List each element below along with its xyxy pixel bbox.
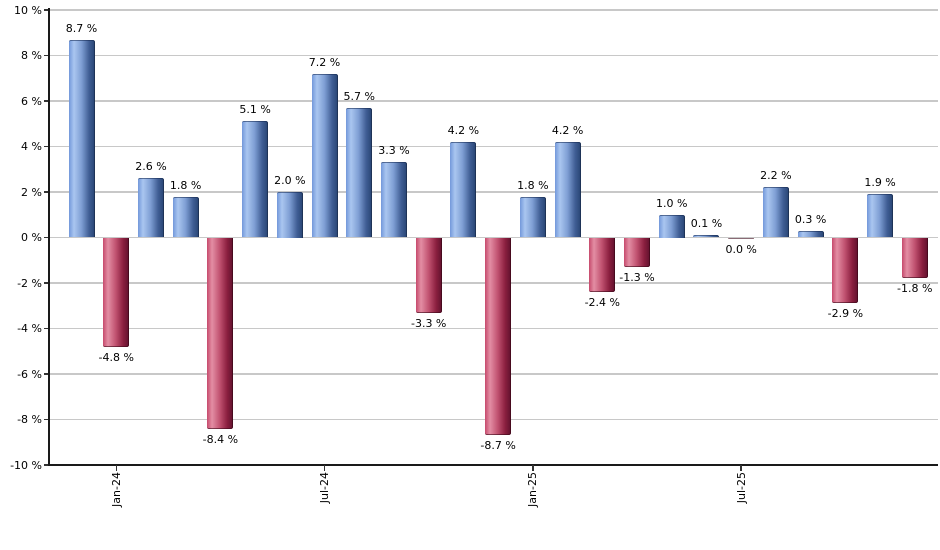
y-axis-tick-label: -10 % [10,458,42,472]
y-axis-tick-label: 10 % [14,3,42,17]
y-axis-tick [44,54,49,57]
bar-value-label: 7.2 % [308,55,341,69]
y-axis-tick [44,418,49,421]
x-axis-tick-label: Jan-25 [526,472,540,507]
y-axis-tick-label: 4 % [21,140,42,153]
y-gridline [49,54,938,57]
bar-negative [901,237,928,279]
x-axis-tick-label: Jul-24 [318,472,332,504]
bar-positive [658,214,685,238]
bar-negative [415,237,442,313]
x-axis-tick-label: Jul-25 [734,472,748,504]
bar-value-label: -8.7 % [480,439,516,453]
bar-value-label: 2.0 % [274,174,306,187]
bar-negative [832,237,859,304]
y-axis-tick [44,145,49,148]
bar-value-label: 2.2 % [760,169,792,183]
bar-value-label: 1.8 % [169,178,202,192]
bar-value-label: -1.8 % [897,282,933,296]
bar-positive [380,162,407,238]
bar-positive [554,141,581,238]
y-axis-tick [44,100,49,102]
bar-value-label: 5.1 % [239,103,271,117]
y-axis-tick [44,236,49,239]
y-axis-tick-label: 6 % [21,94,42,108]
bar-positive [346,107,373,238]
bar-positive [311,73,338,238]
y-axis-line [48,8,50,466]
y-axis-tick [44,191,49,193]
y-axis-tick [44,327,49,330]
bar-positive [276,192,303,238]
bar-positive [867,194,894,238]
bar-value-label: 0.3 % [794,212,827,226]
bar-value-label: -1.3 % [619,271,655,285]
bar-negative [589,237,616,293]
bar-value-label: -2.9 % [827,307,864,321]
bar-value-label: 4.2 % [551,123,584,137]
bar-value-label: 5.7 % [343,89,375,103]
bar-positive [172,196,199,238]
bar-value-label: -3.3 % [410,316,447,330]
bar-value-label: 0.1 % [690,217,723,231]
bar-value-label: -4.8 % [98,350,134,364]
bar-positive [519,196,546,238]
y-axis-tick [44,373,49,375]
x-axis-tick [115,465,117,471]
bar-value-label: -2.4 % [584,296,621,310]
bar-positive [762,187,789,238]
y-axis-tick [44,464,49,466]
bar-value-label: 4.2 % [447,123,480,137]
y-axis-tick [44,282,49,284]
bar-positive [693,235,720,238]
bar-negative [207,237,234,429]
y-gridline [49,100,938,102]
y-gridline [49,145,938,148]
bar-value-label: 1.0 % [656,196,688,210]
bar-positive [68,39,95,238]
y-gridline [49,9,938,11]
bar-value-label: 3.3 % [378,144,410,158]
bar-positive [450,141,477,238]
bar-negative [103,237,130,347]
y-axis-tick-label: -4 % [17,322,42,335]
bar-value-label: 1.9 % [864,176,896,190]
bar-value-label: 8.7 % [65,21,98,35]
x-axis-tick [323,465,326,471]
x-axis-tick [532,465,534,471]
bar-positive [137,178,164,238]
y-axis-tick [44,9,49,11]
y-axis-tick-label: -8 % [17,413,42,426]
bar-positive [242,121,269,238]
y-gridline [49,191,938,193]
y-axis-tick-label: 8 % [21,49,42,62]
x-axis-line [49,464,938,466]
bar-value-label: -8.4 % [202,432,239,446]
bar-value-label: 1.8 % [517,178,549,192]
x-axis-tick [740,465,742,471]
y-axis-tick-label: -6 % [17,367,42,381]
y-axis-tick-label: 0 % [21,231,42,244]
bar-positive [797,230,824,238]
bar-value-label: 0.0 % [725,243,757,256]
x-axis-tick-label: Jan-24 [109,472,123,507]
y-axis-tick-label: 2 % [21,185,42,199]
bar-negative [624,237,651,268]
y-gridline [49,236,938,239]
bar-negative [728,237,755,239]
bar-negative [485,237,512,436]
y-axis-tick-label: -2 % [17,276,42,290]
bar-value-label: 2.6 % [135,160,167,174]
